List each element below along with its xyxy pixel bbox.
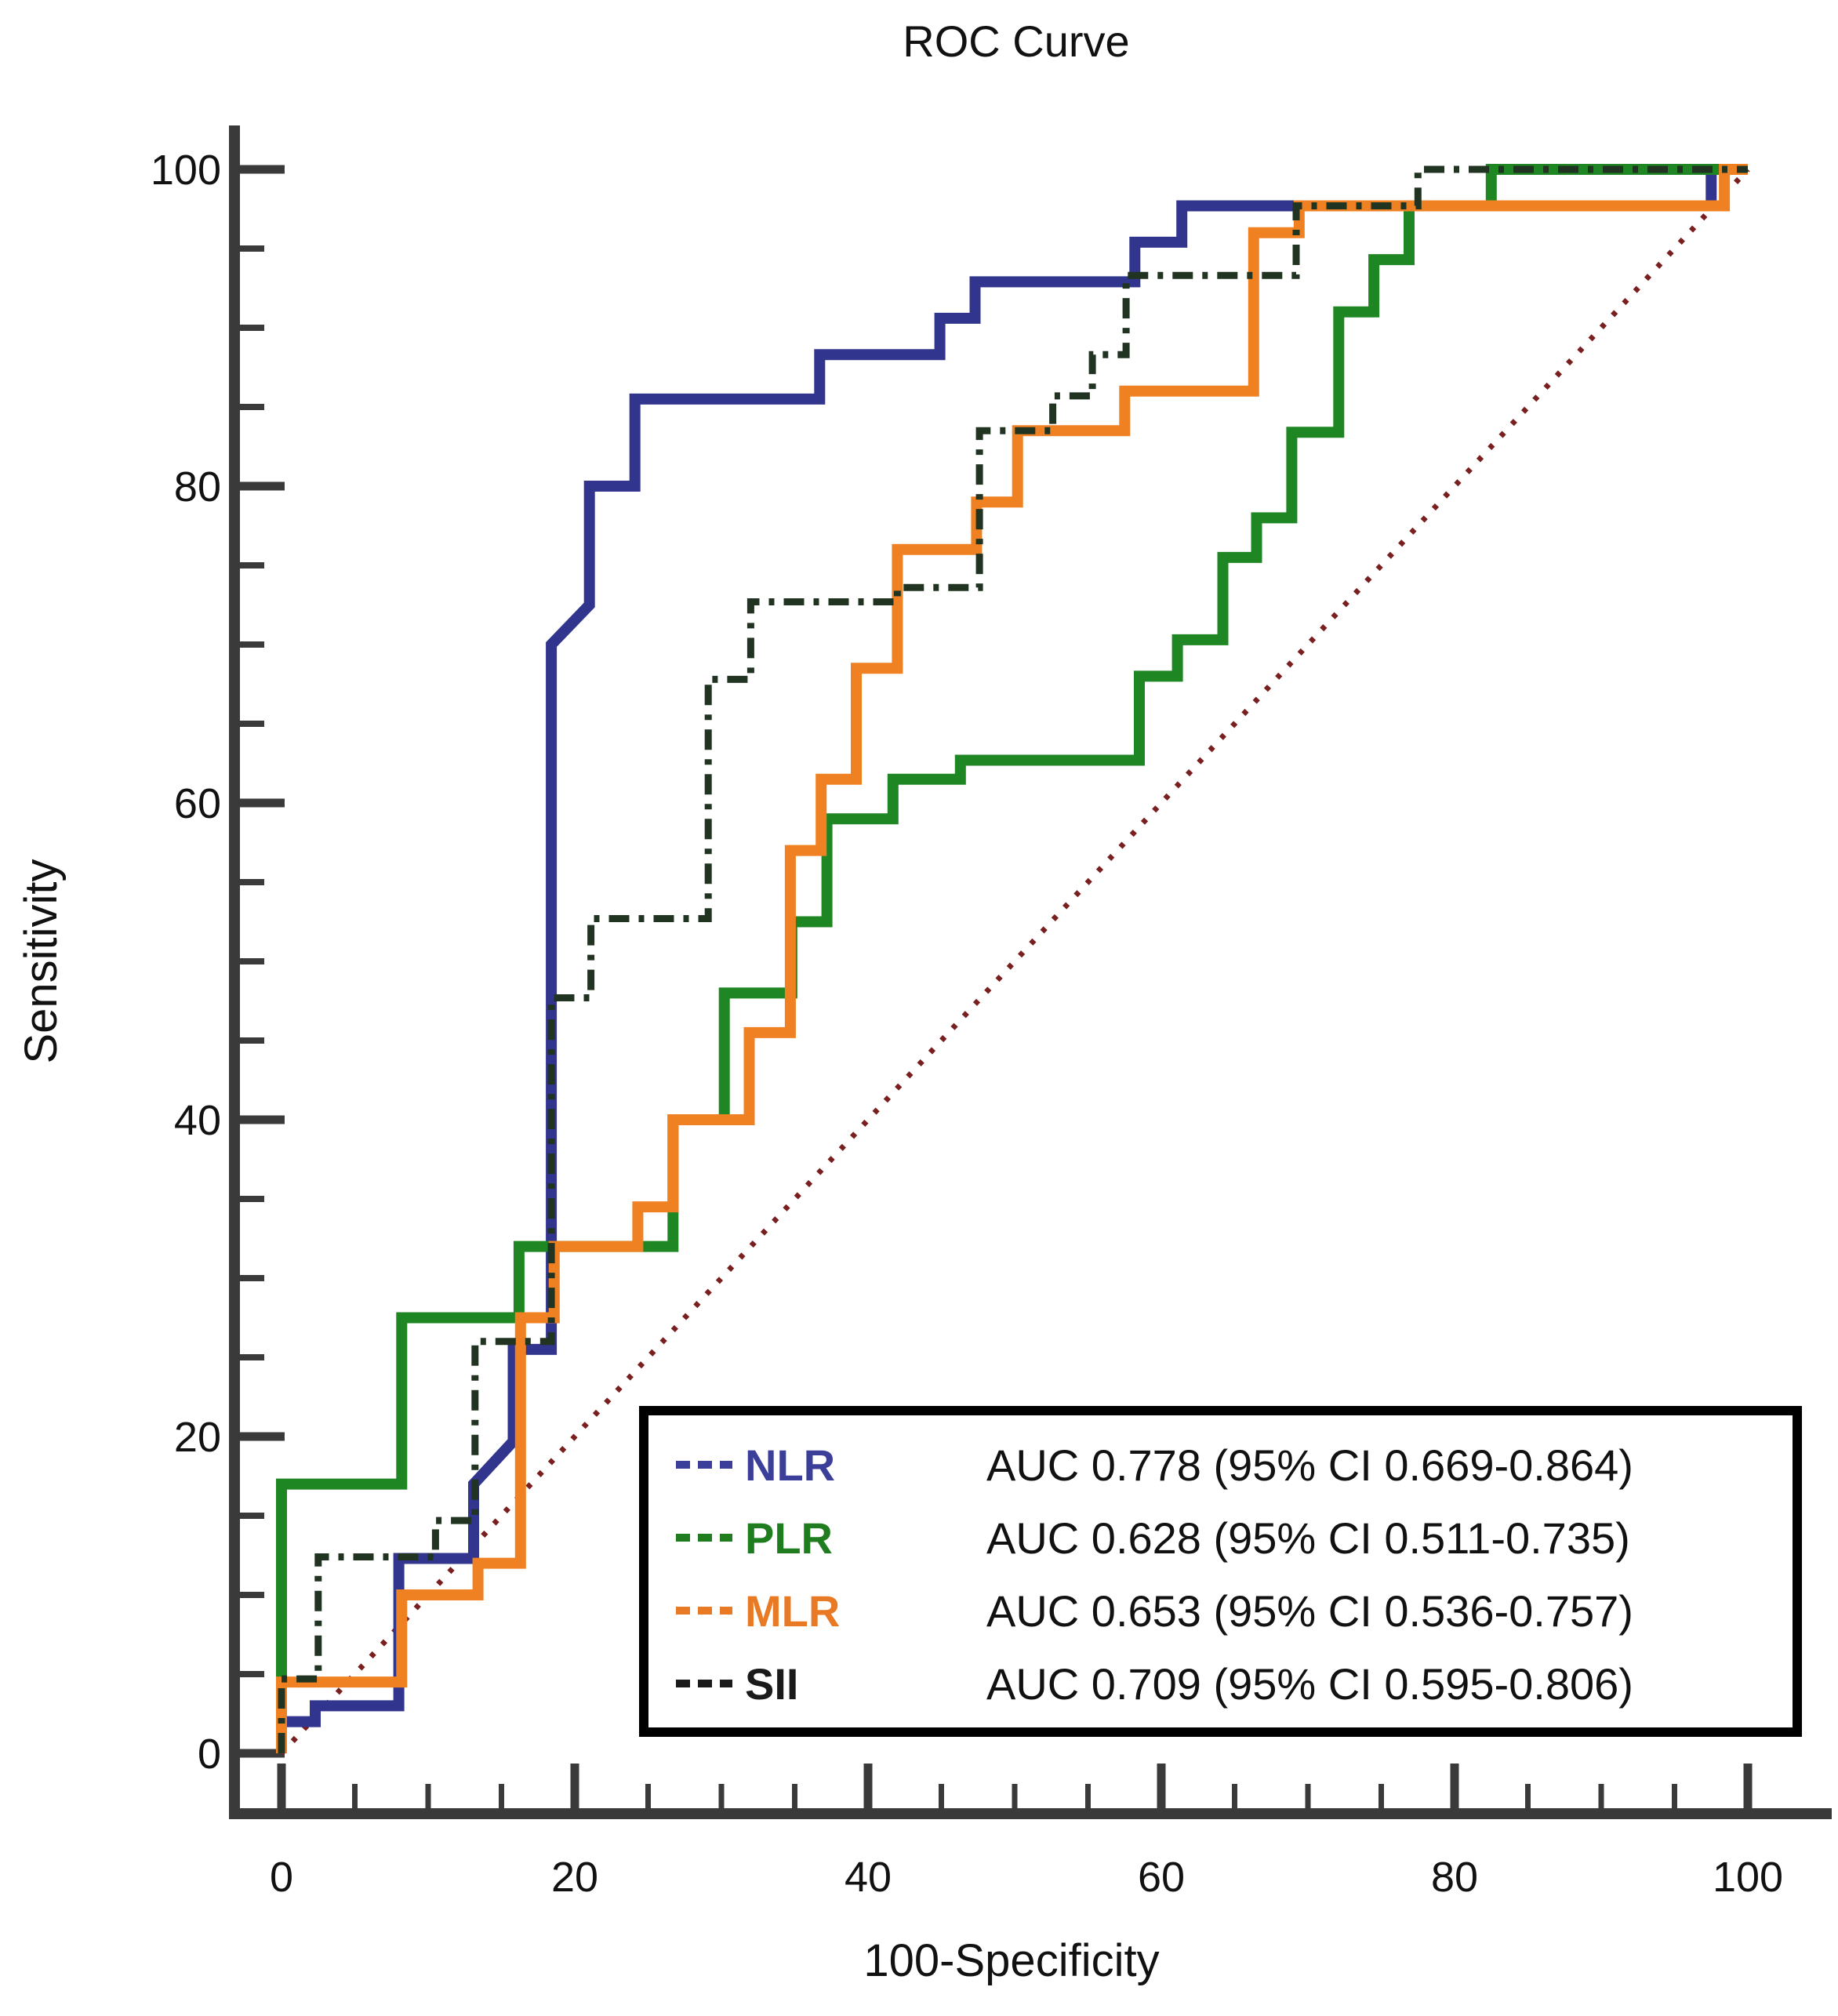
x-axis-label: 100-Specificity [863,1935,1159,1986]
y-tick-label: 100 [151,147,221,194]
legend-row-nlr: NLR AUC 0.778 (95% CI 0.669-0.864) [676,1440,1633,1490]
legend-label-sii: SII [745,1659,798,1709]
y-axis-line [229,125,240,1819]
legend-label-nlr: NLR [745,1440,835,1490]
chart-title: ROC Curve [903,16,1129,66]
x-tick-label: 100 [1713,1854,1783,1901]
x-tick-label: 20 [551,1854,598,1901]
y-tick-label: 80 [174,463,221,510]
legend-row-mlr: MLR AUC 0.653 (95% CI 0.536-0.757) [676,1586,1633,1636]
y-axis-label: Sensitivity [16,859,67,1063]
legend-label-plr: PLR [745,1513,833,1563]
legend-layer: NLR AUC 0.778 (95% CI 0.669-0.864) PLR AUC … [639,1406,1802,1737]
y-tick-label: 40 [174,1097,221,1144]
y-tick-label: 20 [174,1414,221,1461]
axes-layer: 0 20 40 60 80 100 0 20 40 60 80 100 [151,125,1832,1901]
legend-row-plr: PLR AUC 0.628 (95% CI 0.511-0.735) [676,1513,1630,1563]
legend-auc-sii: AUC 0.709 (95% CI 0.595-0.806) [986,1659,1633,1709]
legend-auc-nlr: AUC 0.778 (95% CI 0.669-0.864) [986,1440,1633,1490]
legend-label-mlr: MLR [745,1586,840,1636]
y-tick-label: 60 [174,780,221,827]
y-tick-label: 0 [198,1731,221,1778]
legend-row-sii: SII AUC 0.709 (95% CI 0.595-0.806) [676,1659,1633,1709]
roc-curve-mlr [276,164,1748,1753]
x-tick-label: 0 [270,1854,293,1901]
x-tick-label: 80 [1431,1854,1478,1901]
legend-auc-mlr: AUC 0.653 (95% CI 0.536-0.757) [986,1586,1633,1636]
reference-diagonal-line [279,167,1750,1756]
legend-box [639,1406,1802,1737]
legend-auc-plr: AUC 0.628 (95% CI 0.511-0.735) [986,1513,1630,1563]
roc-curve-sii [278,165,1748,1753]
x-axis-line [229,1808,1832,1819]
roc-curve-plr [276,164,1748,1753]
x-tick-label: 40 [845,1854,892,1901]
series-layer [276,164,1750,1756]
x-tick-label: 60 [1138,1854,1185,1901]
